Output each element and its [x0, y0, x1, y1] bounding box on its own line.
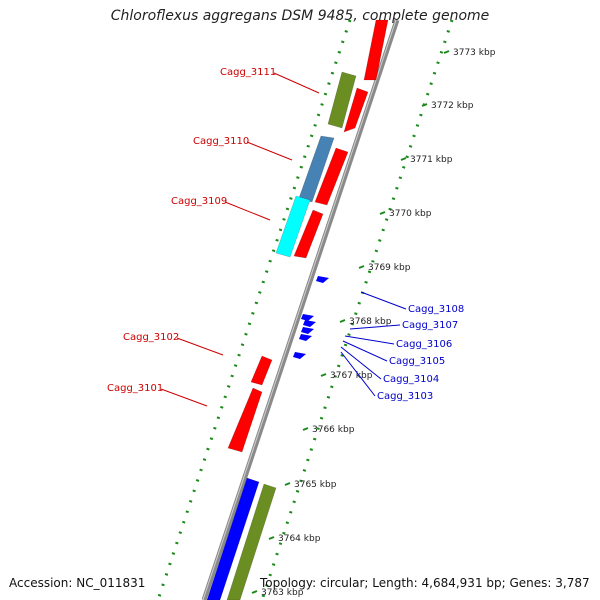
- labels-layer: Cagg_3111 Cagg_3110 Cagg_3109 Cagg_3102 Cagg…: [107, 67, 464, 407]
- gene-blue-small: [301, 327, 314, 334]
- gene-label: Cagg_3107: [402, 320, 458, 331]
- gene-blue-small: [303, 320, 316, 327]
- gene-label-leader: [340, 346, 382, 380]
- tick-label: 3771 kbp: [410, 155, 453, 165]
- gene-label-leader: [340, 351, 376, 397]
- tick-mark: [358, 265, 365, 269]
- gene-blue-small: [301, 314, 314, 321]
- tick-mark: [251, 590, 258, 594]
- gene-red: [293, 209, 324, 259]
- genome-backbone-highlight: [202, 19, 397, 600]
- gene-blue-small: [293, 352, 306, 359]
- gene-red: [227, 387, 263, 453]
- gene-label: Cagg_3104: [383, 374, 439, 385]
- tick-label: 3768 kbp: [349, 317, 392, 327]
- gene-label: Cagg_3103: [377, 391, 433, 402]
- gene-olive: [327, 71, 357, 129]
- gene-label-leader: [176, 337, 224, 356]
- topology-text: Topology: circular; Length: 4,684,931 bp…: [260, 576, 590, 590]
- gene-label: Cagg_3106: [396, 339, 452, 350]
- tick-label: 3766 kbp: [312, 425, 355, 435]
- gene-cyan: [275, 195, 311, 258]
- tick-label: 3763 kbp: [261, 588, 304, 598]
- gene-red: [314, 147, 349, 206]
- tick-label: 3773 kbp: [453, 48, 496, 58]
- gene-label-leader: [273, 72, 320, 94]
- gene-label: Cagg_3110: [193, 136, 249, 147]
- tick-mark: [379, 211, 386, 215]
- tick-mark: [268, 536, 275, 540]
- tick-label: 3764 kbp: [278, 534, 321, 544]
- gene-label: Cagg_3101: [107, 383, 163, 394]
- tick-mark: [421, 103, 428, 107]
- gene-red: [250, 355, 273, 386]
- gene-label-leader: [224, 201, 271, 221]
- tick-mark: [400, 157, 407, 161]
- gene-olive-bottom: [226, 483, 277, 600]
- gene-label-leader: [160, 388, 208, 407]
- ticks-layer: 3773 kbp 3772 kbp 3771 kbp 3770 kbp 3769 kbp…: [251, 48, 496, 598]
- gene-steelblue: [298, 135, 335, 203]
- gene-label: Cagg_3108: [408, 304, 464, 315]
- gene-label: Cagg_3111: [220, 67, 276, 78]
- tick-label: 3770 kbp: [389, 209, 432, 219]
- gene-label-leader: [342, 340, 388, 362]
- outer-dotted-guide: [156, 19, 352, 600]
- tick-mark: [339, 319, 346, 323]
- tick-label: 3769 kbp: [368, 263, 411, 273]
- tick-label: 3772 kbp: [431, 101, 474, 111]
- tick-mark: [302, 427, 309, 431]
- accession-text: Accession: NC_011831: [9, 576, 146, 590]
- gene-label: Cagg_3105: [389, 356, 445, 367]
- tick-mark: [284, 482, 291, 486]
- tick-label: 3767 kbp: [330, 371, 373, 381]
- gene-label-leader: [344, 335, 395, 345]
- gene-label-leader: [360, 291, 407, 310]
- gene-label: Cagg_3102: [123, 332, 179, 343]
- tick-label: 3765 kbp: [294, 480, 337, 490]
- gene-blue: [206, 477, 260, 600]
- tick-mark: [443, 50, 450, 54]
- tick-mark: [320, 373, 327, 377]
- gene-blue-small: [299, 334, 312, 341]
- genome-backbone: [201, 19, 400, 600]
- gene-label-leader: [246, 141, 293, 161]
- genes-layer: [206, 19, 389, 600]
- gene-red-top: [363, 19, 389, 81]
- gene-blue-small: [316, 276, 329, 283]
- gene-label-leader: [349, 324, 401, 330]
- gene-label: Cagg_3109: [171, 196, 227, 207]
- gene-red: [343, 87, 369, 133]
